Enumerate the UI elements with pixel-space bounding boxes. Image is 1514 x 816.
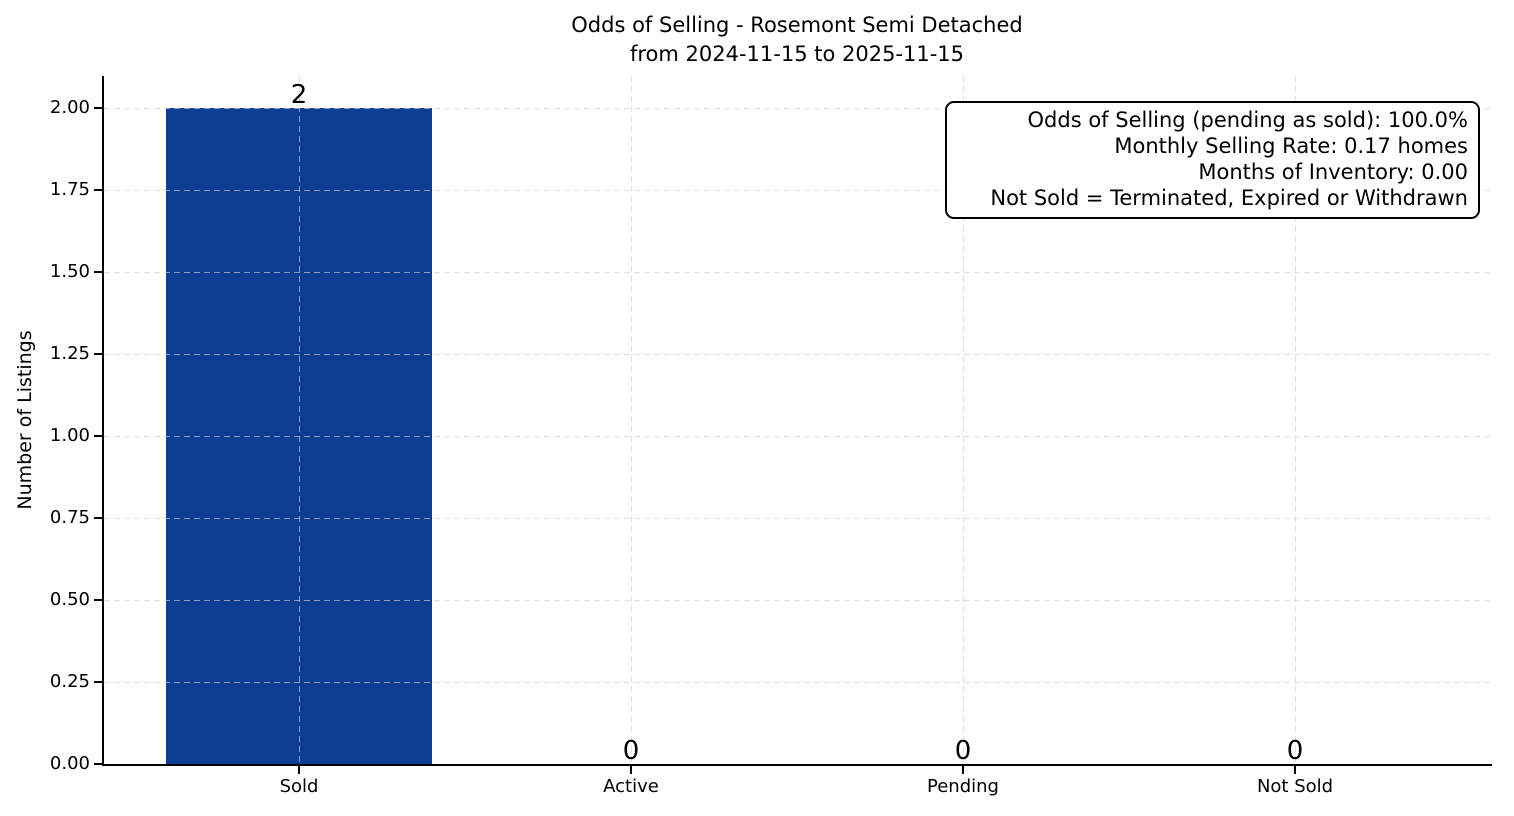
x-tick-mark — [298, 766, 300, 774]
x-tick-mark — [1294, 766, 1296, 774]
y-tick-mark — [94, 435, 102, 437]
y-tick-label: 1.75 — [49, 179, 90, 200]
y-tick-mark — [94, 599, 102, 601]
annotation-line-monthly-rate: Monthly Selling Rate: 0.17 homes — [1114, 134, 1468, 158]
y-tick-label: 0.25 — [49, 671, 90, 692]
vertical-gridline — [631, 76, 632, 764]
y-tick-label: 0.00 — [49, 753, 90, 774]
bar-value-label: 2 — [290, 80, 308, 110]
y-tick-label: 1.50 — [49, 261, 90, 282]
stats-annotation-box: Odds of Selling (pending as sold): 100.0… — [945, 101, 1480, 219]
vertical-gridline — [963, 76, 964, 764]
y-tick-mark — [94, 517, 102, 519]
horizontal-gridline — [104, 354, 1491, 355]
y-axis-label: Number of Listings — [14, 330, 36, 510]
horizontal-gridline — [104, 108, 1491, 109]
horizontal-gridline — [104, 682, 1491, 683]
bar-value-label: 0 — [954, 736, 972, 766]
y-tick-label: 1.00 — [49, 425, 90, 446]
y-axis-spine — [102, 76, 104, 766]
y-tick-mark — [94, 189, 102, 191]
x-axis-spine — [102, 764, 1492, 766]
y-tick-label: 0.75 — [49, 507, 90, 528]
horizontal-gridline — [104, 272, 1491, 273]
bar-value-label: 0 — [1286, 736, 1304, 766]
y-tick-label: 2.00 — [49, 97, 90, 118]
chart-subtitle: from 2024-11-15 to 2025-11-15 — [629, 42, 965, 66]
horizontal-gridline — [104, 600, 1491, 601]
annotation-line-notsold-note: Not Sold = Terminated, Expired or Withdr… — [990, 186, 1468, 210]
x-tick-mark — [962, 766, 964, 774]
annotation-line-odds: Odds of Selling (pending as sold): 100.0… — [1027, 108, 1468, 132]
horizontal-gridline — [104, 518, 1491, 519]
chart-title: Odds of Selling - Rosemont Semi Detached — [571, 13, 1023, 37]
y-tick-mark — [94, 681, 102, 683]
x-tick-label: Sold — [279, 776, 319, 797]
y-tick-label: 0.50 — [49, 589, 90, 610]
x-tick-mark — [630, 766, 632, 774]
annotation-line-inventory: Months of Inventory: 0.00 — [1198, 160, 1468, 184]
y-tick-label: 1.25 — [49, 343, 90, 364]
vertical-gridline — [1295, 76, 1296, 764]
x-tick-label: Not Sold — [1256, 776, 1334, 797]
y-tick-mark — [94, 763, 102, 765]
horizontal-gridline — [104, 436, 1491, 437]
bar-value-label: 0 — [622, 736, 640, 766]
y-tick-mark — [94, 353, 102, 355]
vertical-gridline — [299, 76, 300, 764]
x-tick-label: Pending — [927, 776, 999, 797]
y-tick-mark — [94, 271, 102, 273]
y-tick-mark — [94, 107, 102, 109]
horizontal-gridline — [104, 190, 1491, 191]
chart-title-block: Odds of Selling - Rosemont Semi Detached… — [103, 11, 1491, 69]
x-tick-label: Active — [603, 776, 659, 797]
